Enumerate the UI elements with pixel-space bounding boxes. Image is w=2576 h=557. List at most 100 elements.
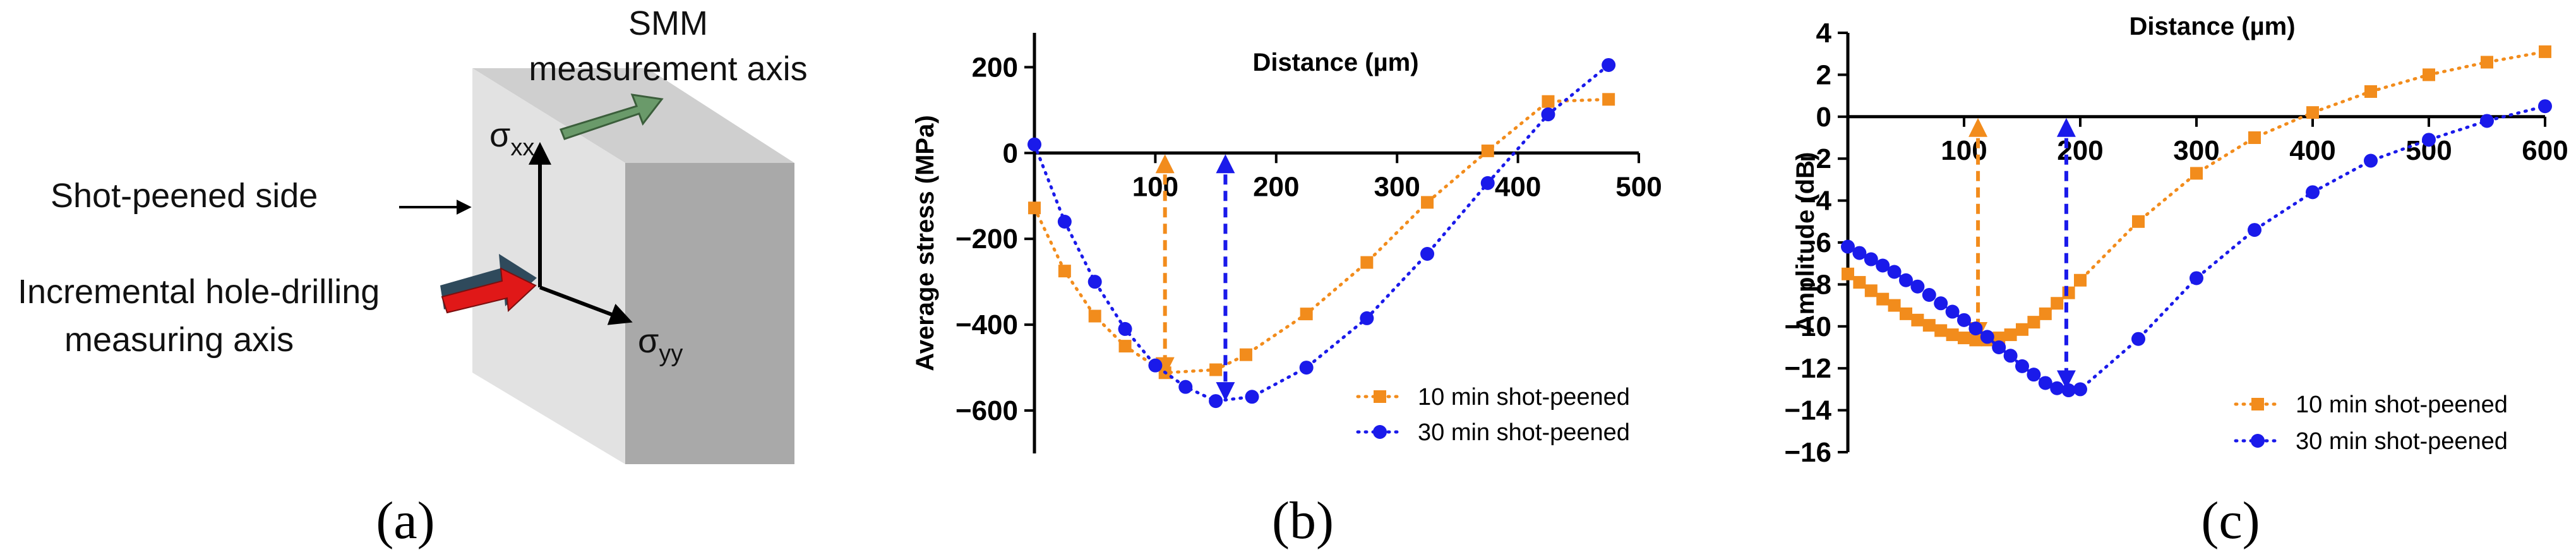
data-point (1957, 313, 1971, 327)
y-tick-label: −14 (1784, 395, 1831, 426)
data-point (1853, 276, 1866, 289)
series-line (1846, 50, 2547, 342)
data-point (1992, 340, 2006, 354)
data-point (1480, 176, 1495, 190)
hole-drilling-arrow-icon (441, 267, 537, 314)
chart-title: Distance (µm) (2129, 13, 2295, 40)
data-point (1028, 201, 1041, 215)
data-point (2481, 56, 2493, 69)
data-point (1899, 273, 1913, 287)
data-point (1360, 256, 1374, 269)
y-tick-label: −600 (956, 395, 1018, 426)
data-point (2538, 99, 2552, 114)
y-tick-label: −400 (956, 309, 1018, 340)
data-point (1934, 296, 1948, 311)
data-point (1911, 313, 1924, 326)
data-point (2306, 106, 2319, 119)
data-point (1841, 239, 1855, 254)
data-point (1876, 258, 1890, 273)
data-point (2248, 131, 2261, 144)
data-point (2073, 382, 2087, 397)
data-point (1239, 348, 1252, 361)
block-side-face (625, 163, 794, 464)
stress-chart: 200 0 −200 −400 −600 100 200 300 400 500 Distance … (911, 33, 1662, 453)
data-point (1968, 321, 1983, 336)
data-point (1245, 390, 1259, 404)
data-point (2004, 328, 2017, 342)
legend-label: 30 min shot-peened (1418, 419, 1630, 446)
y-tick-label: −12 (1784, 353, 1831, 384)
panel-b-label: (b) (1272, 491, 1334, 550)
chart-title: Distance (µm) (1252, 49, 1418, 76)
x-tick-label: 200 (2057, 135, 2103, 166)
data-point (1842, 267, 1854, 280)
data-point (2062, 286, 2075, 299)
data-point (1934, 324, 1948, 337)
hole-drilling-label-line1: Incremental hole-drilling (18, 273, 380, 311)
data-point (1980, 330, 1994, 344)
data-point (2027, 316, 2040, 329)
data-point (2050, 381, 2064, 395)
x-tick-label: 500 (1615, 171, 1662, 202)
y-tick-label: −10 (1784, 311, 1831, 342)
data-point (1922, 288, 1936, 302)
data-point (2131, 332, 2145, 346)
data-point (1027, 137, 1041, 152)
data-point (1420, 246, 1435, 261)
data-point (1945, 304, 1960, 319)
x-tick-label: 100 (1132, 171, 1178, 202)
y-tick-label: −8 (1800, 269, 1831, 300)
data-point (1946, 328, 1959, 342)
y-tick-label: 200 (972, 52, 1018, 83)
data-point (1209, 363, 1223, 376)
sigma-yy-axis-line (539, 285, 633, 325)
data-point (1542, 95, 1555, 108)
data-point (1057, 215, 1072, 229)
data-point (1910, 279, 1925, 294)
smm-label-line2: measurement axis (529, 50, 807, 88)
data-point (1178, 380, 1193, 394)
hole-drilling-label-line2: measuring axis (64, 321, 294, 359)
x-tick-label: 300 (2173, 135, 2219, 166)
data-point (1876, 292, 1890, 306)
legend-label: 10 min shot-peened (2296, 392, 2508, 418)
data-point (2039, 307, 2052, 320)
x-tick-label: 200 (1253, 171, 1299, 202)
legend-marker (2251, 434, 2265, 448)
block-front-face (472, 68, 625, 464)
panel-a-label: (a) (376, 491, 434, 550)
data-point (2016, 323, 2028, 336)
data-point (1922, 319, 1936, 332)
data-point (1958, 332, 1970, 345)
data-point (2539, 45, 2551, 58)
data-point (2480, 114, 2494, 128)
y-tick-label: −4 (1800, 186, 1832, 217)
data-point (1118, 340, 1132, 353)
data-point (1541, 107, 1555, 122)
data-point (1058, 265, 1071, 278)
data-point (2423, 68, 2435, 81)
data-point (1602, 57, 1616, 72)
data-point (2038, 376, 2052, 390)
panel-a-schematic: SMM measurement axis Shot-peened side In… (18, 4, 808, 550)
data-point (2306, 185, 2320, 200)
y-tick-label: −2 (1800, 143, 1831, 174)
sigma-yy-label: σyy (638, 322, 683, 367)
y-tick-label: 4 (1816, 18, 1832, 49)
data-point (1209, 394, 1223, 409)
panel-c-label: (c) (2201, 491, 2260, 550)
data-point (2051, 297, 2064, 310)
y-axis-label: Average stress (MPa) (911, 115, 939, 371)
data-point (1887, 265, 1902, 279)
data-point (1864, 252, 1878, 267)
y-tick-label: −16 (1784, 437, 1831, 468)
data-point (2003, 349, 2018, 363)
data-point (2027, 368, 2041, 382)
y-tick-label: 0 (1003, 138, 1018, 169)
legend-marker (2251, 398, 2264, 410)
green-arrow-icon (560, 93, 664, 140)
data-point (1300, 308, 1313, 321)
shot-peened-side-label: Shot-peened side (51, 177, 318, 215)
x-tick-label: 400 (1495, 171, 1541, 202)
